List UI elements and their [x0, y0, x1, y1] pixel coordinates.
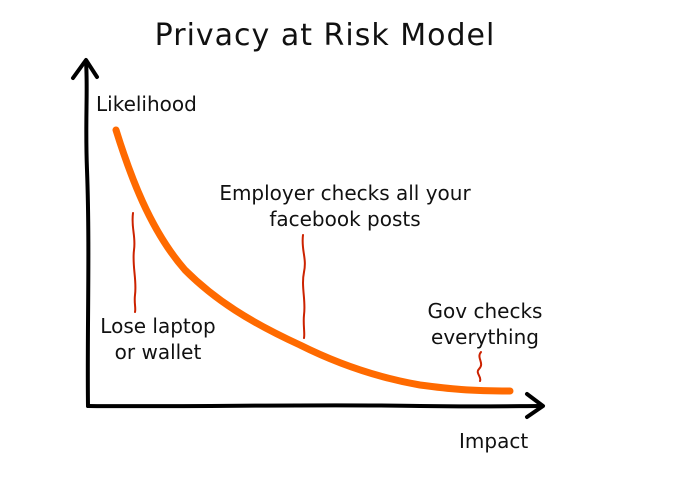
gov-pointer-line	[476, 351, 483, 382]
gov-annotation-line2: everything	[431, 325, 539, 349]
y-axis-label: Likelihood	[96, 92, 197, 116]
y-axis-arrowhead	[71, 58, 99, 80]
diagram-title: Privacy at Risk Model	[154, 18, 496, 53]
x-axis	[86, 403, 542, 409]
lose-annotation: Lose laptop or wallet	[88, 313, 228, 365]
gov-annotation-line1: Gov checks	[427, 299, 543, 323]
y-axis	[84, 60, 91, 408]
employer-annotation: Employer checks all your facebook posts	[205, 180, 485, 232]
lose-annotation-line2: or wallet	[114, 340, 202, 364]
employer-pointer-line	[301, 234, 306, 339]
lose-annotation-line1: Lose laptop	[100, 314, 216, 338]
risk-curve	[112, 126, 514, 395]
lose-pointer-line	[131, 212, 137, 313]
employer-annotation-line2: facebook posts	[269, 207, 421, 231]
employer-annotation-line1: Employer checks all your	[219, 181, 471, 205]
gov-annotation: Gov checks everything	[420, 298, 550, 350]
x-axis-arrowhead	[525, 392, 545, 419]
x-axis-label: Impact	[459, 429, 529, 453]
